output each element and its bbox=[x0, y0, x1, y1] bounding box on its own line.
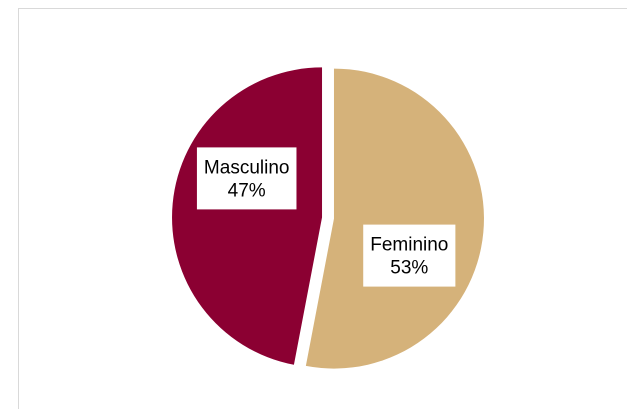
pie-slice bbox=[172, 67, 323, 365]
value-label: 53% bbox=[390, 258, 428, 279]
label-box bbox=[196, 147, 297, 210]
category-label: Masculino bbox=[204, 157, 290, 178]
pie-slice bbox=[305, 68, 484, 369]
label-box bbox=[363, 224, 456, 287]
value-label: 47% bbox=[228, 180, 266, 201]
category-label: Feminino bbox=[370, 235, 448, 256]
